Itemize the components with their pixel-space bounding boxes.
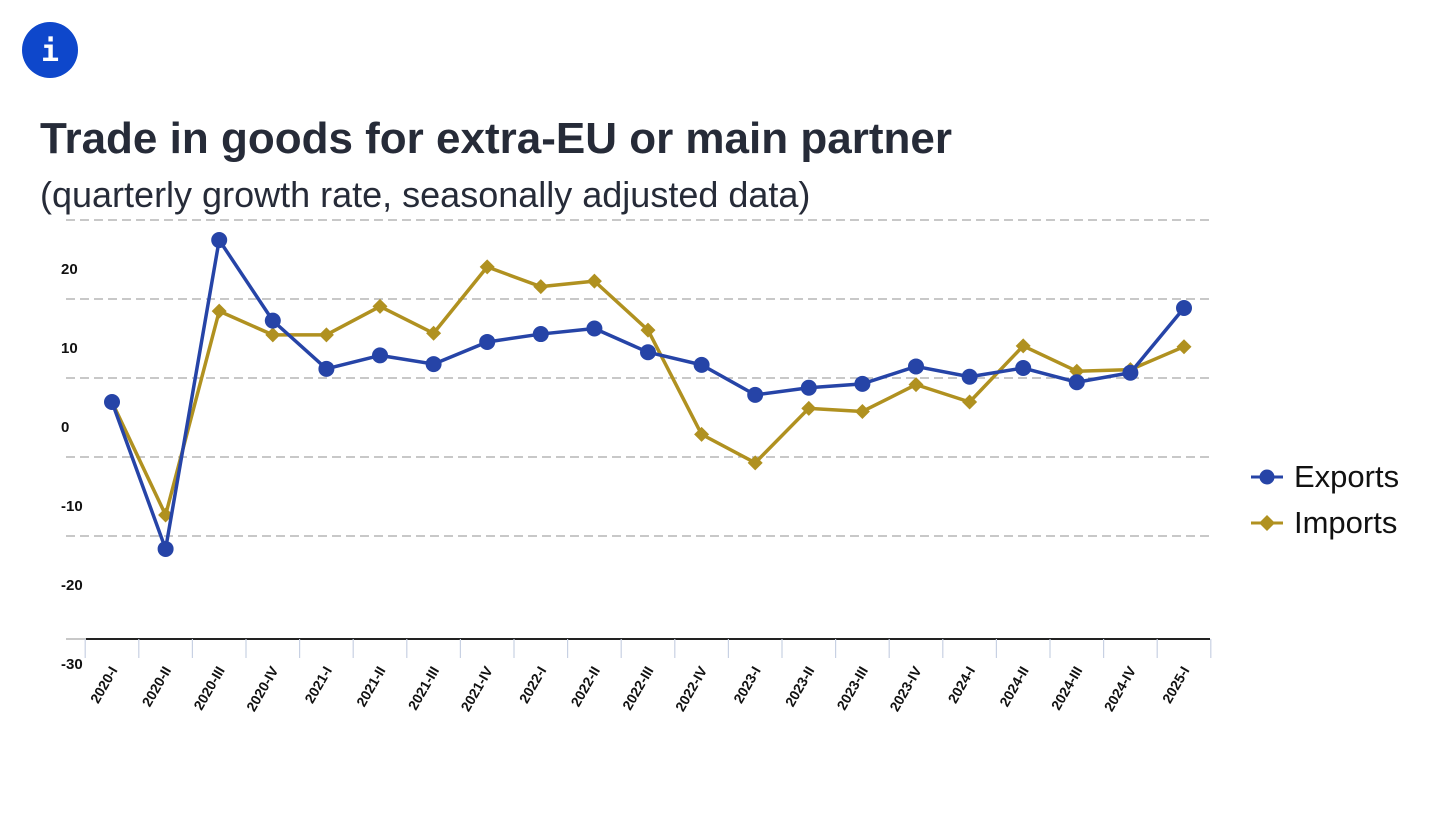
data-point-imports[interactable] — [640, 322, 656, 338]
y-tick-label: -20 — [61, 577, 83, 594]
y-tick-label: 20 — [61, 261, 78, 278]
x-tick-label: 2021-III — [405, 664, 443, 713]
x-tick-label: 2020-I — [87, 664, 121, 706]
data-point-imports[interactable] — [962, 394, 978, 410]
x-tick-label: 2024-II — [996, 664, 1032, 710]
data-point-exports[interactable] — [747, 386, 764, 403]
data-point-imports[interactable] — [908, 377, 924, 393]
data-point-imports[interactable] — [854, 403, 870, 419]
data-point-exports[interactable] — [586, 320, 603, 337]
diamond-marker-icon — [1251, 515, 1283, 531]
data-point-exports[interactable] — [479, 333, 496, 350]
grid-lines — [66, 219, 1210, 640]
data-point-exports[interactable] — [908, 358, 924, 375]
data-point-imports[interactable] — [372, 298, 388, 314]
data-point-imports[interactable] — [694, 426, 710, 442]
legend-label-imports: Imports — [1294, 505, 1398, 540]
info-icon: i — [41, 34, 59, 68]
circle-marker-icon — [1251, 469, 1283, 485]
data-point-imports[interactable] — [211, 303, 227, 319]
data-point-imports[interactable] — [586, 273, 602, 289]
data-point-exports[interactable] — [104, 394, 120, 410]
data-point-exports[interactable] — [640, 344, 656, 361]
data-point-imports[interactable] — [1069, 363, 1085, 379]
data-point-exports[interactable] — [264, 312, 281, 329]
data-point-exports[interactable] — [800, 379, 817, 396]
x-tick-label: 2021-II — [353, 664, 389, 710]
series-line-exports — [110, 238, 1186, 551]
x-tick-label: 2022-II — [567, 664, 603, 710]
data-point-imports[interactable] — [801, 400, 817, 416]
info-button[interactable]: i — [22, 22, 78, 78]
x-tick-label: 2023-I — [730, 664, 764, 706]
legend-item-imports[interactable]: Imports — [1250, 500, 1399, 546]
data-point-exports[interactable] — [1015, 360, 1032, 377]
x-tick-label: 2021-I — [301, 664, 335, 706]
x-tick-label: 2023-III — [833, 664, 871, 713]
svg-text:i: i — [41, 34, 59, 68]
data-point-exports[interactable] — [854, 375, 871, 392]
x-tick-label: 2020-III — [190, 664, 228, 713]
data-point-exports[interactable] — [425, 356, 442, 373]
x-tick-label: 2025-I — [1159, 664, 1193, 706]
data-point-exports[interactable] — [1176, 299, 1192, 316]
chart-legend: Exports Imports — [1250, 454, 1399, 546]
x-tick-label: 2024-III — [1048, 664, 1086, 713]
x-tick-label: 2022-I — [516, 664, 550, 706]
y-axis-labels: 20 10 0 -10 -20 -30 — [61, 261, 83, 673]
data-point-imports[interactable] — [426, 325, 442, 341]
y-tick-label: 10 — [61, 340, 78, 357]
data-point-imports[interactable] — [265, 327, 281, 343]
data-point-exports[interactable] — [1122, 364, 1139, 381]
data-point-imports[interactable] — [747, 455, 763, 471]
data-point-imports[interactable] — [479, 259, 495, 275]
x-tick-label: 2021-IV — [457, 663, 496, 714]
x-tick-label: 2022-IV — [672, 663, 711, 714]
legend-label-exports: Exports — [1294, 459, 1400, 494]
x-axis: 2020-I 2020-II 2020-III 2020-IV 2021-I 2021-I… — [84, 638, 1212, 714]
x-tick-label: 2022-III — [619, 664, 657, 713]
x-tick-label: 2023-IV — [886, 663, 925, 714]
data-point-exports[interactable] — [157, 540, 174, 557]
x-tick-label: 2020-IV — [243, 663, 282, 714]
data-point-exports[interactable] — [318, 360, 335, 377]
chart-subtitle: (quarterly growth rate, seasonally adjus… — [40, 174, 811, 215]
data-point-imports[interactable] — [1015, 338, 1031, 354]
x-tick-label: 2023-II — [782, 664, 818, 710]
data-point-exports[interactable] — [372, 347, 388, 364]
data-point-imports[interactable] — [1176, 339, 1192, 355]
y-tick-label: -10 — [61, 498, 83, 515]
x-tick-label: 2020-II — [139, 664, 175, 710]
legend-item-exports[interactable]: Exports — [1250, 454, 1399, 500]
chart-title: Trade in goods for extra-EU or main part… — [40, 114, 952, 163]
data-point-exports[interactable] — [211, 232, 228, 249]
x-tick-label: 2024-IV — [1101, 663, 1140, 714]
data-point-exports[interactable] — [693, 356, 710, 373]
data-point-exports[interactable] — [532, 326, 549, 343]
y-tick-label: -30 — [61, 656, 83, 673]
data-point-exports[interactable] — [961, 368, 978, 385]
data-point-exports[interactable] — [1068, 374, 1085, 391]
y-tick-label: 0 — [61, 419, 69, 436]
data-point-imports[interactable] — [318, 327, 334, 343]
series-line-imports — [110, 265, 1185, 517]
x-tick-label: 2024-I — [944, 664, 978, 706]
series-lines — [104, 232, 1192, 557]
data-point-imports[interactable] — [533, 279, 549, 295]
